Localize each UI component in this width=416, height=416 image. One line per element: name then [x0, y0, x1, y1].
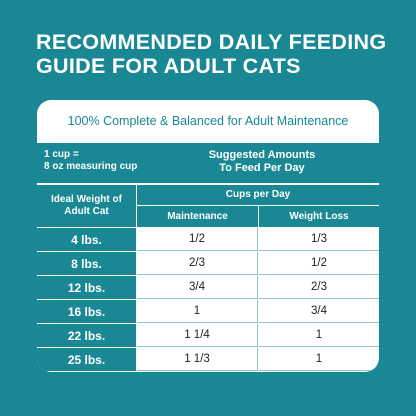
- amount-cell: 1: [259, 348, 379, 371]
- column-header: Maintenance: [137, 206, 258, 227]
- amount-cell: 2/3: [137, 252, 258, 275]
- amount-cell: 3/4: [137, 276, 258, 299]
- title-line: GUIDE FOR ADULT CATS: [36, 54, 301, 78]
- amount-cell: 1: [137, 300, 258, 323]
- amount-cell: 1/2: [259, 252, 379, 275]
- amount-cell: 1 1/4: [137, 324, 258, 347]
- weight-cell: 12 lbs.: [37, 276, 136, 299]
- title-line: RECOMMENDED DAILY FEEDING: [36, 30, 387, 54]
- suggested-note: Suggested Amounts To Feed Per Day: [197, 149, 327, 175]
- weight-header-line: Ideal Weight of: [51, 194, 122, 205]
- column-header: Weight Loss: [259, 206, 379, 227]
- weight-cell: 8 lbs.: [37, 252, 136, 275]
- feeding-table: 100% Complete & Balanced for Adult Maint…: [37, 100, 379, 372]
- weight-header-line: Adult Cat: [64, 206, 109, 217]
- amount-cell: 3/4: [259, 300, 379, 323]
- amount-cell: 1 1/3: [137, 348, 258, 371]
- weight-cell: 25 lbs.: [37, 348, 136, 371]
- weight-cell: 16 lbs.: [37, 300, 136, 323]
- amount-cell: 2/3: [259, 276, 379, 299]
- note-line: 8 oz measuring cup: [44, 161, 138, 172]
- measure-note: 1 cup = 8 oz measuring cup: [44, 149, 164, 173]
- suggested-line: To Feed Per Day: [219, 162, 305, 174]
- suggested-line: Suggested Amounts: [208, 149, 316, 161]
- note-line: 1 cup =: [44, 149, 79, 160]
- weight-cell: 22 lbs.: [37, 324, 136, 347]
- amount-cell: 1/3: [259, 228, 379, 251]
- cups-header: Cups per Day: [137, 185, 379, 205]
- weight-cell: 4 lbs.: [37, 228, 136, 251]
- amount-cell: 1/2: [137, 228, 258, 251]
- amount-cell: 1: [259, 324, 379, 347]
- weight-header: Ideal Weight of Adult Cat: [37, 185, 136, 227]
- table-subtitle: 100% Complete & Balanced for Adult Maint…: [67, 114, 349, 128]
